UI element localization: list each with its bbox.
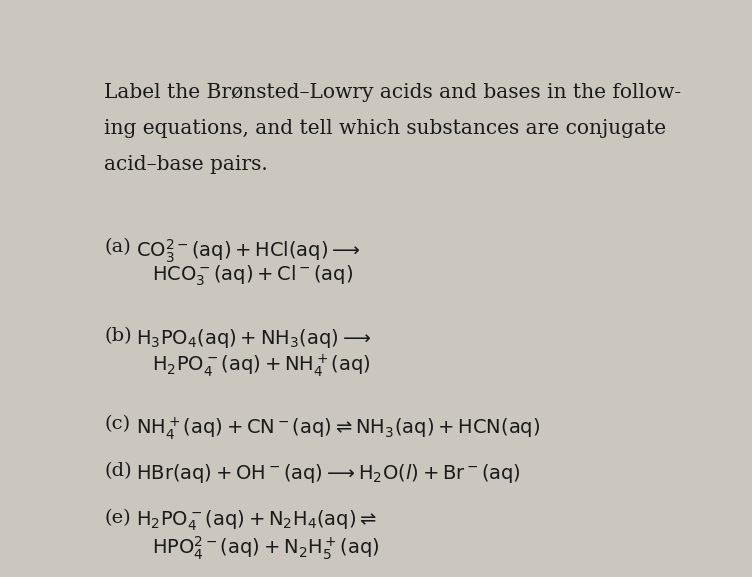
Text: (b): (b) [105, 327, 132, 344]
Text: $\mathrm{CO_3^{2-}(aq) + HCl(aq) \longrightarrow}$: $\mathrm{CO_3^{2-}(aq) + HCl(aq) \longri… [136, 238, 361, 265]
Text: (d): (d) [105, 462, 132, 480]
Text: acid–base pairs.: acid–base pairs. [105, 155, 268, 174]
Text: $\mathrm{NH_4^+(aq) + CN^-(aq) \rightleftharpoons NH_3(aq) + HCN(aq)}$: $\mathrm{NH_4^+(aq) + CN^-(aq) \rightlef… [136, 415, 540, 442]
Text: ing equations, and tell which substances are conjugate: ing equations, and tell which substances… [105, 119, 666, 138]
Text: (a): (a) [105, 238, 132, 256]
Text: $\mathrm{H_2PO_4^-(aq) + NH_4^+(aq)}$: $\mathrm{H_2PO_4^-(aq) + NH_4^+(aq)}$ [152, 353, 371, 379]
Text: $\mathrm{HPO_4^{2-}(aq) + N_2H_5^+(aq)}$: $\mathrm{HPO_4^{2-}(aq) + N_2H_5^+(aq)}$ [152, 534, 380, 562]
Text: (e): (e) [105, 509, 131, 527]
Text: $\mathrm{HCO_3^-(aq) + Cl^-(aq)}$: $\mathrm{HCO_3^-(aq) + Cl^-(aq)}$ [152, 264, 353, 288]
Text: (c): (c) [105, 415, 131, 433]
Text: $\mathrm{H_3PO_4(aq) + NH_3(aq) \longrightarrow}$: $\mathrm{H_3PO_4(aq) + NH_3(aq) \longrig… [136, 327, 371, 350]
Text: $\mathrm{HBr(aq) + OH^-(aq) \longrightarrow H_2O(\mathit{l}) + Br^-(aq)}$: $\mathrm{HBr(aq) + OH^-(aq) \longrightar… [136, 462, 521, 485]
Text: $\mathrm{H_2PO_4^-(aq) + N_2H_4(aq) \rightleftharpoons}$: $\mathrm{H_2PO_4^-(aq) + N_2H_4(aq) \rig… [136, 509, 377, 533]
Text: Label the Brønsted–Lowry acids and bases in the follow-: Label the Brønsted–Lowry acids and bases… [105, 83, 681, 102]
